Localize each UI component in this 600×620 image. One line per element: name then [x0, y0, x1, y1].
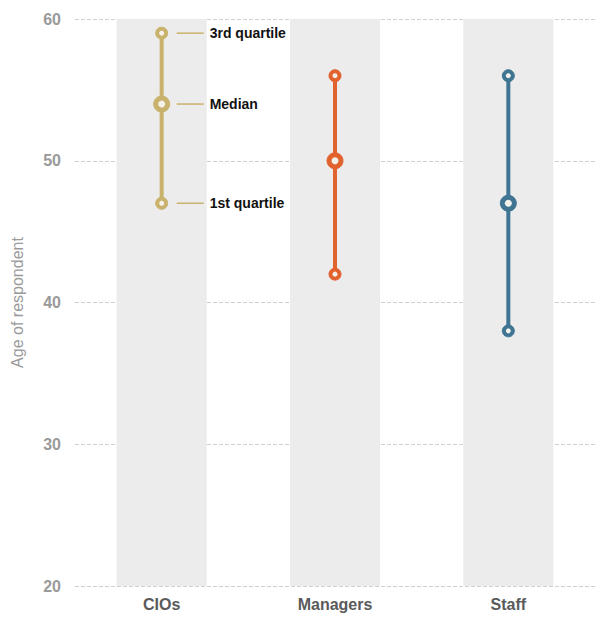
svg-text:1st quartile: 1st quartile — [210, 195, 285, 211]
svg-text:Age of respondent: Age of respondent — [9, 237, 26, 368]
svg-text:60: 60 — [43, 11, 61, 28]
svg-text:Managers: Managers — [298, 596, 373, 613]
svg-text:Median: Median — [210, 96, 258, 112]
svg-text:3rd quartile: 3rd quartile — [210, 25, 286, 41]
svg-text:20: 20 — [43, 578, 61, 595]
svg-text:40: 40 — [43, 294, 61, 311]
svg-text:30: 30 — [43, 436, 61, 453]
svg-text:CIOs: CIOs — [143, 596, 180, 613]
svg-text:50: 50 — [43, 152, 61, 169]
svg-text:Staff: Staff — [491, 596, 527, 613]
